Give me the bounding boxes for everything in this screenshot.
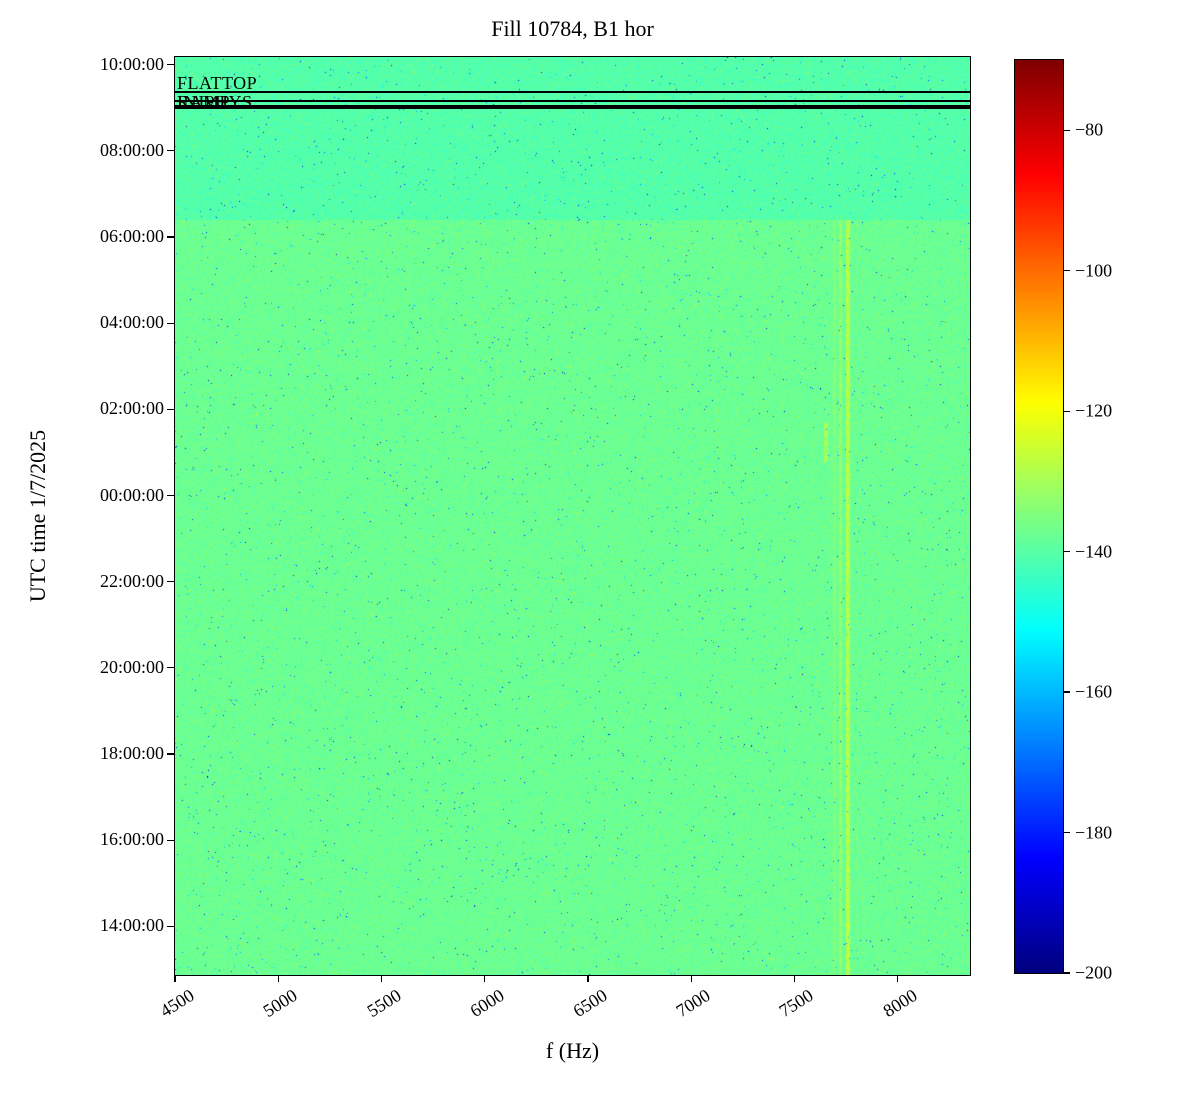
x-tick-mark — [174, 975, 175, 982]
x-tick-label: 6000 — [466, 985, 508, 1022]
colorbar-canvas — [1015, 60, 1063, 973]
y-tick-mark — [167, 581, 175, 582]
y-tick-mark — [167, 495, 175, 496]
y-tick-label: 22:00:00 — [100, 571, 164, 592]
y-tick-mark — [167, 323, 175, 324]
y-tick-label: 06:00:00 — [100, 226, 164, 247]
beam-mode-line — [175, 100, 970, 102]
x-tick-label: 5000 — [260, 985, 302, 1022]
plot-title: Fill 10784, B1 hor — [175, 16, 970, 42]
beam-mode-line — [175, 91, 970, 93]
x-tick-label: 5500 — [363, 985, 405, 1022]
y-tick-mark — [167, 926, 175, 927]
y-tick-label: 16:00:00 — [100, 829, 164, 850]
x-tick-label: 6500 — [569, 985, 611, 1022]
y-tick-label: 20:00:00 — [100, 657, 164, 678]
figure: Fill 10784, B1 hor UTC time 1/7/2025 f (… — [0, 0, 1200, 1100]
beam-mode-annotation: FLATTOP — [177, 73, 257, 94]
colorbar-tick-label: −200 — [1075, 963, 1112, 984]
colorbar-tick-label: −100 — [1075, 260, 1112, 281]
y-tick-label: 10:00:00 — [100, 54, 164, 75]
y-tick-mark — [167, 236, 175, 237]
colorbar-tick-label: −140 — [1075, 541, 1112, 562]
beam-mode-annotation: RAMP — [177, 92, 230, 113]
y-tick-mark — [167, 753, 175, 754]
colorbar-tick-mark — [1063, 130, 1070, 131]
x-tick-label: 8000 — [879, 985, 921, 1022]
colorbar-tick-mark — [1063, 411, 1070, 412]
y-tick-label: 00:00:00 — [100, 485, 164, 506]
y-tick-mark — [167, 840, 175, 841]
colorbar-tick-mark — [1063, 551, 1070, 552]
y-tick-mark — [167, 150, 175, 151]
y-tick-mark — [167, 667, 175, 668]
y-tick-mark — [167, 409, 175, 410]
y-tick-label: 14:00:00 — [100, 915, 164, 936]
x-tick-label: 7000 — [673, 985, 715, 1022]
y-tick-label: 02:00:00 — [100, 398, 164, 419]
y-axis-label: UTC time 1/7/2025 — [25, 430, 51, 602]
colorbar-tick-label: −120 — [1075, 401, 1112, 422]
x-tick-label: 7500 — [776, 985, 818, 1022]
plot-overlay: FLATTOP INJPHYS RAMP — [175, 57, 970, 975]
colorbar-tick-mark — [1063, 270, 1070, 271]
x-tick-mark — [691, 975, 692, 982]
colorbar-tick-label: −160 — [1075, 682, 1112, 703]
y-tick-label: 04:00:00 — [100, 312, 164, 333]
colorbar-tick-mark — [1063, 972, 1070, 973]
y-tick-label: 08:00:00 — [100, 140, 164, 161]
x-tick-mark — [897, 975, 898, 982]
x-tick-mark — [381, 975, 382, 982]
x-tick-mark — [278, 975, 279, 982]
colorbar-tick-mark — [1063, 691, 1070, 692]
colorbar-tick-label: −80 — [1075, 120, 1103, 141]
y-tick-mark — [167, 64, 175, 65]
x-tick-mark — [484, 975, 485, 982]
colorbar — [1014, 59, 1064, 974]
beam-mode-line — [175, 105, 970, 109]
colorbar-tick-mark — [1063, 832, 1070, 833]
y-tick-label: 18:00:00 — [100, 743, 164, 764]
x-tick-mark — [587, 975, 588, 982]
x-tick-mark — [794, 975, 795, 982]
colorbar-tick-label: −180 — [1075, 822, 1112, 843]
x-axis-label: f (Hz) — [175, 1038, 970, 1064]
plot-area: FLATTOP INJPHYS RAMP — [174, 56, 971, 976]
x-tick-label: 4500 — [156, 985, 198, 1022]
